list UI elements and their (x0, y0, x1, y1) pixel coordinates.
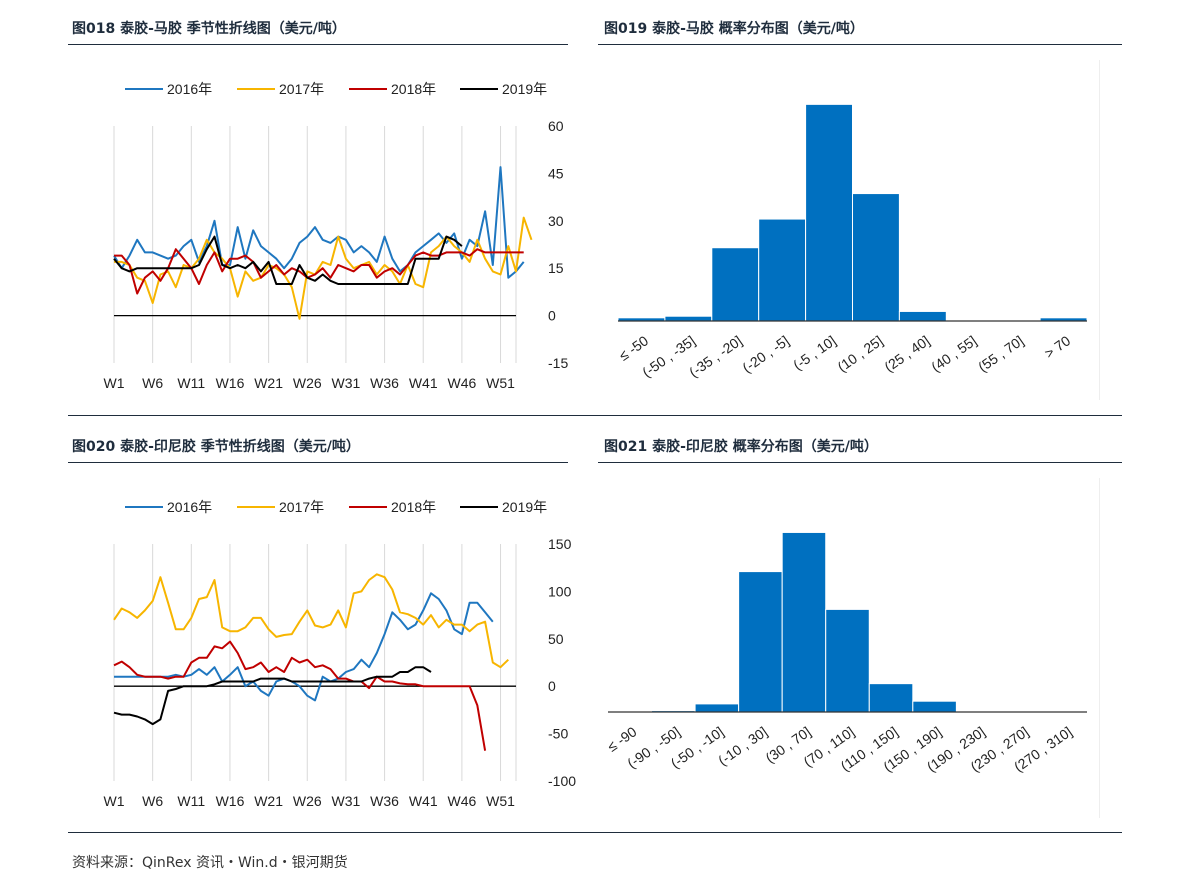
panel-title-019: 图019 泰胶-马胶 概率分布图（美元/吨） (604, 21, 864, 37)
x-category-label: (10 , 25] (834, 332, 885, 375)
x-tick-label: W31 (332, 793, 361, 809)
series-line-2017年 (113, 573, 509, 669)
divider-top-right (598, 44, 1122, 45)
histogram-bar (781, 531, 827, 713)
legend-label: 2018年 (391, 499, 436, 515)
histogram-bar (694, 703, 740, 713)
histogram-bar (758, 218, 807, 322)
y-tick-label: 0 (548, 308, 556, 324)
x-category-label: (-5 , 10] (790, 332, 839, 373)
x-tick-label: W36 (370, 375, 399, 391)
legend-label: 2016年 (167, 499, 212, 515)
divider-middle-left (68, 462, 568, 463)
x-tick-label: W36 (370, 793, 399, 809)
x-tick-label: W16 (216, 375, 245, 391)
x-category-label: (25 , 40] (881, 332, 932, 375)
series-line-2018年 (114, 248, 524, 295)
x-tick-label: W41 (409, 793, 438, 809)
source-note: 资料来源：QinRex 资讯・Win.d・银河期货 (72, 855, 348, 871)
panel-title-018: 图018 泰胶-马胶 季节性折线图（美元/吨） (72, 21, 346, 37)
histogram-bar (711, 247, 760, 322)
x-tick-label: W1 (104, 375, 125, 391)
x-category-label: (55 , 70] (975, 332, 1026, 375)
x-tick-label: W26 (293, 793, 322, 809)
y-tick-label: -100 (548, 773, 576, 789)
x-category-label: > 70 (1041, 332, 1073, 361)
chart-c019-svg: ≤ -50(-50 , -35](-35 , -20](-20 , -5](-5… (616, 60, 1100, 400)
x-tick-label: W6 (142, 793, 163, 809)
y-tick-label: 60 (548, 118, 564, 134)
x-tick-label: W11 (177, 793, 205, 809)
divider-top-left (68, 44, 568, 45)
x-tick-label: W16 (216, 793, 245, 809)
panel-title-021: 图021 泰胶-印尼胶 概率分布图（美元/吨） (604, 439, 878, 455)
y-tick-label: 30 (548, 213, 564, 229)
histogram-bar (738, 571, 783, 713)
y-tick-label: 0 (548, 678, 556, 694)
chart-c019: ≤ -50 (-50 , -35] (-35 , -20] (-20 , -5] (-5… (600, 60, 1100, 405)
x-category-label: (40 , 55] (928, 332, 979, 375)
y-tick-label: 45 (548, 165, 564, 181)
x-tick-label: W1 (104, 793, 125, 809)
x-tick-label: W51 (486, 793, 515, 809)
series-line-2016年 (113, 166, 525, 279)
divider-middle (68, 415, 1122, 416)
histogram-bar (912, 700, 957, 713)
x-tick-label: W31 (332, 375, 361, 391)
y-tick-label: 50 (548, 631, 564, 647)
chart-c018: 60 45 30 15 0 -15 W1 W6 W11 W16 W21 W26 W31 W36 W41 W46… (70, 56, 580, 401)
x-category-label: (-35 , -20] (686, 332, 745, 380)
chart-c021: ≤ -90 (-90 , -50] (-50 , -10] (-10 , 30] (30… (590, 478, 1100, 823)
x-tick-label: W21 (254, 793, 283, 809)
histogram-bar (664, 315, 713, 322)
x-tick-label: W46 (447, 375, 476, 391)
series-line-2018年 (113, 640, 487, 751)
x-tick-label: W21 (254, 375, 283, 391)
series-line-2019年 (113, 235, 463, 285)
x-tick-label: W6 (142, 375, 163, 391)
divider-middle-right (598, 462, 1122, 463)
legend-label: 2017年 (279, 81, 324, 97)
x-tick-label: W11 (177, 375, 205, 391)
histogram-bar (868, 683, 914, 713)
x-tick-label: W51 (486, 375, 515, 391)
histogram-bar (852, 193, 900, 322)
chart-c020: 150 100 50 0 -50 -100 W1 W6 W11 W16 W21 W26 W31 W36 W4… (70, 474, 580, 819)
legend-label: 2019年 (502, 499, 547, 515)
y-tick-label: -15 (548, 355, 568, 371)
legend-label: 2016年 (167, 81, 212, 97)
histogram-bar (898, 310, 947, 322)
x-category-label: (-10 , 30] (715, 723, 770, 768)
legend-label: 2019年 (502, 81, 547, 97)
y-tick-label: -50 (548, 726, 568, 742)
chart-c021-svg: ≤ -90(-90 , -50](-50 , -10](-10 , 30](30… (604, 478, 1100, 818)
x-category-label: (-20 , -5] (739, 332, 792, 375)
legend-label: 2017年 (279, 499, 324, 515)
chart-c020-svg: 150 100 50 0 -50 -100 W1 W6 W11 W16 W21 W26 W31 W36 W4… (104, 499, 577, 809)
legend-label: 2018年 (391, 81, 436, 97)
histogram-bar (805, 103, 854, 322)
series-line-2019年 (113, 666, 432, 726)
series-line-2016年 (114, 592, 494, 702)
x-tick-label: W26 (293, 375, 322, 391)
histogram-bar (825, 608, 870, 713)
y-tick-label: 150 (548, 536, 572, 552)
divider-bottom (68, 832, 1122, 833)
y-tick-label: 15 (548, 260, 564, 276)
chart-c018-svg: 60 45 30 15 0 -15 W1 W6 W11 W16 W21 W26 W31 W36 W41 W46… (104, 81, 569, 391)
y-tick-label: 100 (548, 583, 572, 599)
x-tick-label: W41 (409, 375, 438, 391)
x-category-label: ≤ -50 (616, 332, 651, 363)
panel-title-020: 图020 泰胶-印尼胶 季节性折线图（美元/吨） (72, 439, 360, 455)
x-tick-label: W46 (447, 793, 476, 809)
